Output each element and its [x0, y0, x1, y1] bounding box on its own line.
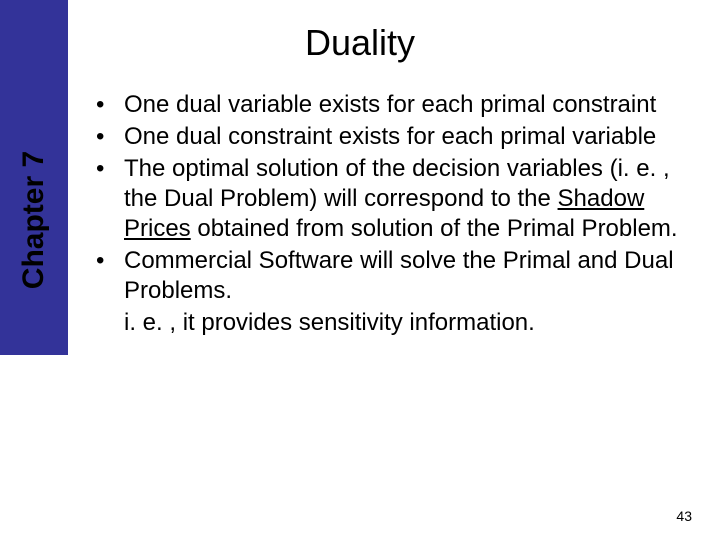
- page-number: 43: [676, 508, 692, 524]
- chapter-label: Chapter 7: [17, 151, 51, 289]
- bullet-text: Commercial Software will solve the Prima…: [124, 247, 674, 304]
- bullet-item: The optimal solution of the decision var…: [90, 154, 690, 244]
- bullet-item: Commercial Software will solve the Prima…: [90, 246, 690, 306]
- bullet-item: One dual constraint exists for each prim…: [90, 122, 690, 152]
- slide-content: One dual variable exists for each primal…: [90, 90, 690, 338]
- slide-title: Duality: [0, 22, 720, 64]
- bullet-text: One dual variable exists for each primal…: [124, 91, 656, 118]
- bullet-text: One dual constraint exists for each prim…: [124, 123, 656, 150]
- bullet-text: obtained from solution of the Primal Pro…: [191, 215, 678, 242]
- bullet-item: One dual variable exists for each primal…: [90, 90, 690, 120]
- bullet-list: One dual variable exists for each primal…: [90, 90, 690, 306]
- sub-line: i. e. , it provides sensitivity informat…: [90, 308, 690, 338]
